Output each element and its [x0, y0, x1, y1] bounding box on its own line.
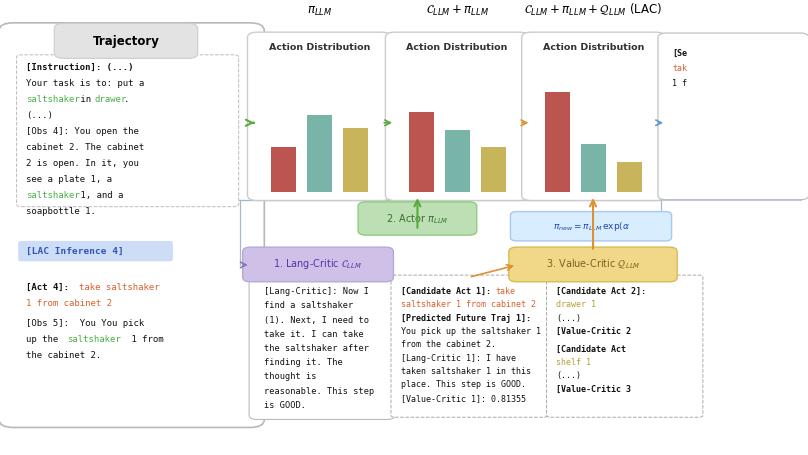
Text: You pick up the saltshaker 1: You pick up the saltshaker 1 [401, 327, 541, 336]
Text: Your task is to: put a: Your task is to: put a [26, 79, 145, 88]
Text: reasonable. This step: reasonable. This step [263, 387, 374, 395]
Text: (1). Next, I need to: (1). Next, I need to [263, 315, 368, 324]
Text: $\pi_{new} = \pi_{LLM}\,\mathrm{exp}(\alpha$: $\pi_{new} = \pi_{LLM}\,\mathrm{exp}(\al… [553, 220, 630, 233]
Text: cabinet 2. The cabinet: cabinet 2. The cabinet [26, 143, 145, 152]
Text: take: take [495, 287, 516, 296]
Text: finding it. The: finding it. The [263, 358, 343, 367]
Text: [Value-Critic 3: [Value-Critic 3 [556, 385, 631, 394]
Bar [307, 115, 331, 192]
Bar [409, 111, 434, 192]
Text: [Candidate Act 2]:: [Candidate Act 2]: [556, 287, 646, 296]
FancyBboxPatch shape [511, 212, 671, 241]
FancyBboxPatch shape [385, 32, 529, 201]
Text: [Lang-Critic 1]: I have: [Lang-Critic 1]: I have [401, 354, 516, 363]
Text: take it. I can take: take it. I can take [263, 330, 364, 339]
FancyBboxPatch shape [391, 275, 547, 417]
Text: see a plate 1, a: see a plate 1, a [26, 175, 112, 184]
Text: saltshaker 1 from cabinet 2: saltshaker 1 from cabinet 2 [401, 300, 536, 309]
Text: $\mathcal{C}_{LLM} + \pi_{LLM}$: $\mathcal{C}_{LLM} + \pi_{LLM}$ [426, 3, 489, 17]
Text: [Value-Critic 2: [Value-Critic 2 [556, 327, 631, 336]
Text: [Candidate Act: [Candidate Act [556, 345, 626, 354]
FancyBboxPatch shape [509, 247, 677, 282]
Text: 3. Value-Critic $\mathcal{Q}_{LLM}$: 3. Value-Critic $\mathcal{Q}_{LLM}$ [545, 258, 640, 271]
Bar [271, 147, 296, 192]
Text: the cabinet 2.: the cabinet 2. [26, 351, 102, 360]
Bar [617, 162, 642, 192]
Text: in: in [75, 95, 97, 104]
Text: [Predicted Future Traj 1]:: [Predicted Future Traj 1]: [401, 314, 531, 323]
Text: [Instruction]: (...): [Instruction]: (...) [26, 63, 133, 72]
FancyBboxPatch shape [249, 273, 395, 420]
Text: place. This step is GOOD.: place. This step is GOOD. [401, 380, 526, 389]
Text: $\mathcal{C}_{LLM} + \pi_{LLM} + \mathcal{Q}_{LLM}$ (LAC): $\mathcal{C}_{LLM} + \pi_{LLM} + \mathca… [524, 1, 663, 17]
FancyBboxPatch shape [54, 23, 198, 58]
FancyBboxPatch shape [0, 23, 264, 427]
Text: drawer: drawer [95, 95, 127, 104]
Text: saltshaker: saltshaker [26, 95, 80, 104]
Text: [Candidate Act 1]:: [Candidate Act 1]: [401, 287, 495, 296]
Text: taken saltshaker 1 in this: taken saltshaker 1 in this [401, 367, 531, 376]
Bar [545, 92, 570, 192]
Text: [Act 4]:: [Act 4]: [26, 283, 74, 292]
Text: Action Distribution: Action Distribution [543, 43, 644, 52]
Text: saltshaker: saltshaker [26, 191, 80, 200]
Text: [LAC Inference 4]: [LAC Inference 4] [26, 247, 124, 256]
Text: (...): (...) [26, 111, 53, 120]
Text: [Lang-Critic]: Now I: [Lang-Critic]: Now I [263, 287, 368, 296]
Text: thought is: thought is [263, 372, 316, 381]
Text: saltshaker: saltshaker [67, 335, 121, 344]
Text: 1, and a: 1, and a [75, 191, 124, 200]
Text: drawer 1: drawer 1 [556, 300, 596, 309]
Text: find a saltshaker: find a saltshaker [263, 301, 353, 310]
Text: soapbottle 1.: soapbottle 1. [26, 207, 96, 216]
FancyBboxPatch shape [17, 55, 238, 207]
Text: up the: up the [26, 335, 64, 344]
FancyBboxPatch shape [247, 32, 391, 201]
FancyBboxPatch shape [522, 32, 665, 201]
Text: 1. Lang-Critic $\mathcal{C}_{LLM}$: 1. Lang-Critic $\mathcal{C}_{LLM}$ [273, 258, 363, 272]
Text: 1 f: 1 f [672, 79, 688, 88]
Bar [343, 128, 368, 192]
Text: [Obs 4]: You open the: [Obs 4]: You open the [26, 127, 139, 136]
Text: Trajectory: Trajectory [93, 35, 160, 47]
FancyBboxPatch shape [658, 33, 808, 200]
FancyBboxPatch shape [358, 202, 477, 235]
Text: Action Distribution: Action Distribution [406, 43, 507, 52]
Text: $\pi_{LLM}$: $\pi_{LLM}$ [307, 5, 332, 17]
Text: 1 from cabinet 2: 1 from cabinet 2 [26, 298, 112, 308]
Text: shelf 1: shelf 1 [556, 358, 591, 367]
Text: take saltshaker: take saltshaker [79, 283, 160, 292]
Bar [581, 144, 606, 192]
Text: [Obs 5]:  You You pick: [Obs 5]: You You pick [26, 319, 145, 329]
FancyBboxPatch shape [546, 275, 703, 417]
Text: [Se: [Se [672, 49, 688, 58]
Text: from the cabinet 2.: from the cabinet 2. [401, 340, 495, 349]
Text: [Value-Critic 1]: 0.81355: [Value-Critic 1]: 0.81355 [401, 394, 526, 403]
Bar [444, 130, 469, 192]
Text: tak: tak [672, 64, 688, 73]
Bar [481, 147, 506, 192]
Text: 1 from: 1 from [125, 335, 163, 344]
Text: 2 is open. In it, you: 2 is open. In it, you [26, 159, 139, 168]
Text: 2. Actor $\pi_{LLM}$: 2. Actor $\pi_{LLM}$ [386, 212, 448, 226]
Text: (...): (...) [556, 314, 581, 323]
Text: (...): (...) [556, 371, 581, 380]
Text: Action Distribution: Action Distribution [268, 43, 370, 52]
Text: the saltshaker after: the saltshaker after [263, 344, 368, 353]
FancyBboxPatch shape [19, 241, 173, 261]
Text: is GOOD.: is GOOD. [263, 401, 305, 410]
Text: .: . [124, 95, 129, 104]
FancyBboxPatch shape [242, 247, 393, 282]
